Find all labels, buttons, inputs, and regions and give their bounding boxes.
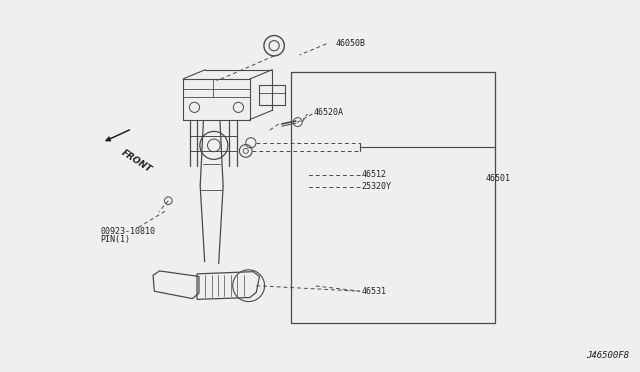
Text: 46531: 46531 [362, 287, 387, 296]
Bar [291, 71, 495, 323]
Text: 25320Y: 25320Y [362, 182, 392, 191]
Text: FRONT: FRONT [119, 148, 153, 174]
Text: 00923-10810: 00923-10810 [100, 227, 155, 235]
Text: 46520A: 46520A [314, 108, 344, 117]
Text: J46500F8: J46500F8 [586, 350, 629, 359]
Text: 46501: 46501 [486, 174, 511, 183]
Text: 46512: 46512 [362, 170, 387, 179]
Text: 46050B: 46050B [336, 39, 366, 48]
Text: PIN(1): PIN(1) [100, 235, 130, 244]
